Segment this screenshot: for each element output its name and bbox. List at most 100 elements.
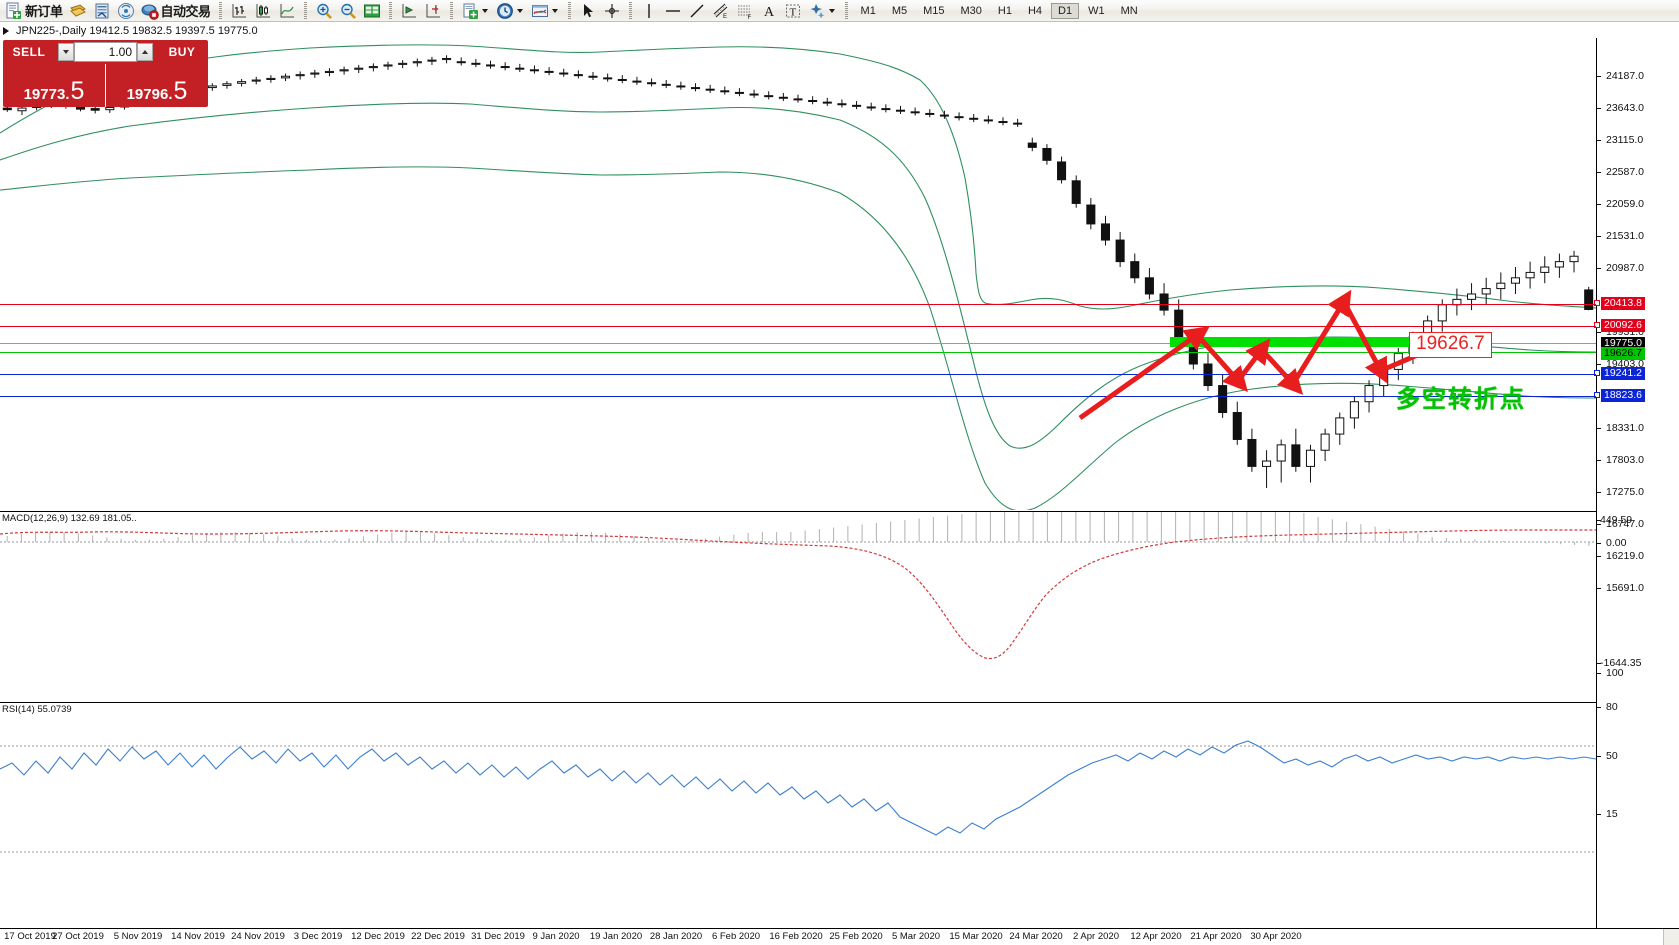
price-tick: 17275.0	[1597, 486, 1679, 498]
price-tick: 20987.0	[1597, 262, 1679, 274]
timeframe-w1[interactable]: W1	[1088, 4, 1105, 17]
level-line-18823	[0, 396, 1596, 397]
market-watch-button[interactable]	[90, 1, 114, 21]
level-handle[interactable]	[1594, 322, 1600, 328]
buy-price-dot: .	[168, 86, 173, 103]
volume-control[interactable]: 1.00	[55, 40, 156, 64]
timeframe-d1[interactable]: D1	[1051, 2, 1080, 19]
level-handle[interactable]	[1594, 370, 1600, 376]
text-button[interactable]: A	[757, 1, 781, 21]
vertical-line-button[interactable]	[637, 1, 661, 21]
auto-trading-button[interactable]: 自动交易	[138, 1, 214, 21]
text-label-button[interactable]: T	[781, 1, 805, 21]
bar-chart-button[interactable]	[227, 1, 251, 21]
rsi-tick: 100	[1597, 667, 1679, 679]
shapes-button[interactable]	[805, 1, 840, 21]
sell-button[interactable]: SELL	[3, 40, 55, 64]
buy-price-main: 19796	[126, 86, 169, 103]
cursor-button[interactable]	[576, 1, 600, 21]
price-target-box: 19626.7	[1409, 332, 1492, 358]
macd-title: MACD(12,26,9) 132.69 181.05..	[2, 513, 137, 524]
data-window-button[interactable]	[360, 1, 384, 21]
data-window-icon	[363, 2, 381, 20]
time-label: 28 Jan 2020	[649, 931, 703, 942]
timeframe-mn[interactable]: MN	[1120, 4, 1138, 17]
fibonacci-button[interactable]: F	[733, 1, 757, 21]
price-pane[interactable]: 19626.7 多空转折点	[0, 38, 1596, 510]
macd-pane[interactable]: MACD(12,26,9) 132.69 181.05..	[0, 511, 1596, 701]
toolbar-separator	[843, 1, 850, 20]
indicators-dropdown-arrow[interactable]	[551, 2, 560, 20]
buy-price-display[interactable]: 19796 . 5	[106, 64, 208, 107]
auto-trading-label: 自动交易	[160, 4, 212, 19]
symbol-info-bar: JPN225-,Daily 19412.5 19832.5 19397.5 19…	[0, 23, 1679, 38]
timeframe-h4[interactable]: H4	[1027, 4, 1043, 17]
candlestick-chart-icon	[254, 2, 272, 20]
sell-price-main: 19773	[23, 86, 66, 103]
volume-input[interactable]: 1.00	[74, 42, 137, 62]
line-chart-button[interactable]	[275, 1, 299, 21]
sell-price-display[interactable]: 19773 . 5	[3, 64, 106, 107]
auto-trading-icon	[141, 2, 159, 20]
price-tick: 22587.0	[1597, 166, 1679, 178]
level-tag-19626[interactable]: 19626.7	[1601, 347, 1645, 360]
shapes-dropdown-arrow[interactable]	[828, 2, 837, 20]
level-tag-19241[interactable]: 19241.2	[1594, 367, 1645, 380]
timeframe-m1[interactable]: M1	[860, 4, 876, 17]
price-tick: 18331.0	[1597, 422, 1679, 434]
period-button[interactable]	[493, 1, 528, 21]
time-label: 17 Oct 2019	[4, 931, 56, 942]
level-tag-20413[interactable]: 20413.8	[1594, 297, 1645, 310]
time-label: 16 Feb 2020	[769, 931, 823, 942]
level-tag-20092[interactable]: 20092.6	[1594, 319, 1645, 332]
signals-button[interactable]	[114, 1, 138, 21]
horizontal-line-button[interactable]	[661, 1, 685, 21]
profiles-button[interactable]	[66, 1, 90, 21]
line-chart-icon	[278, 2, 296, 20]
toolbar-separator	[387, 1, 394, 20]
level-tag-18823[interactable]: 18823.6	[1594, 389, 1645, 402]
time-axis[interactable]: 17 Oct 2019 27 Oct 2019 5 Nov 2019 14 No…	[0, 928, 1679, 945]
period-dropdown-arrow[interactable]	[516, 2, 525, 20]
level-handle[interactable]	[1594, 392, 1600, 398]
candlestick-chart-button[interactable]	[251, 1, 275, 21]
svg-text:A: A	[764, 5, 775, 20]
auto-scroll-button[interactable]	[421, 1, 445, 21]
level-line-19241	[0, 374, 1596, 375]
timeframe-m15[interactable]: M15	[923, 4, 945, 17]
timeframe-m5[interactable]: M5	[891, 4, 908, 17]
level-handle[interactable]	[1594, 300, 1600, 306]
time-label: 12 Dec 2019	[351, 931, 405, 942]
crosshair-icon	[603, 2, 621, 20]
zoom-out-button[interactable]	[336, 1, 360, 21]
templates-button[interactable]	[458, 1, 493, 21]
time-label: 21 Apr 2020	[1190, 931, 1242, 942]
text-label-icon: T	[784, 2, 802, 20]
timeframe-m30[interactable]: M30	[960, 4, 982, 17]
time-label: 27 Oct 2019	[52, 931, 104, 942]
rsi-tick: 50	[1597, 750, 1679, 762]
time-label: 5 Mar 2020	[891, 931, 941, 942]
buy-button[interactable]: BUY	[156, 40, 208, 64]
volume-decrement-button[interactable]	[58, 43, 74, 61]
toolbar-separator	[448, 1, 455, 20]
auto-scroll-icon	[424, 2, 442, 20]
crosshair-button[interactable]	[600, 1, 624, 21]
chart-shift-button[interactable]	[397, 1, 421, 21]
trendline-button[interactable]	[685, 1, 709, 21]
rsi-pane[interactable]: RSI(14) 55.0739	[0, 702, 1596, 866]
chart-area[interactable]: 19626.7 多空转折点 MACD(12,26,9) 132.69 181.0…	[0, 38, 1679, 928]
equidistant-channel-button[interactable]: E	[709, 1, 733, 21]
timeframe-h1[interactable]: H1	[997, 4, 1012, 17]
rsi-tick: 80	[1597, 701, 1679, 713]
candlestick-series	[2, 55, 1594, 488]
indicators-button[interactable]	[528, 1, 563, 21]
price-scale[interactable]: 24187.0 23643.0 23115.0 22587.0 22059.0 …	[1594, 38, 1679, 928]
templates-dropdown-arrow[interactable]	[481, 2, 490, 20]
new-order-button[interactable]: 新订单	[2, 1, 66, 21]
volume-increment-button[interactable]	[137, 43, 153, 61]
zoom-in-button[interactable]	[312, 1, 336, 21]
one-click-trading-panel[interactable]: SELL 1.00 BUY 19773 . 5 19796 . 5	[3, 40, 208, 107]
shapes-icon	[808, 2, 826, 20]
collapse-arrow-icon[interactable]	[3, 26, 9, 35]
